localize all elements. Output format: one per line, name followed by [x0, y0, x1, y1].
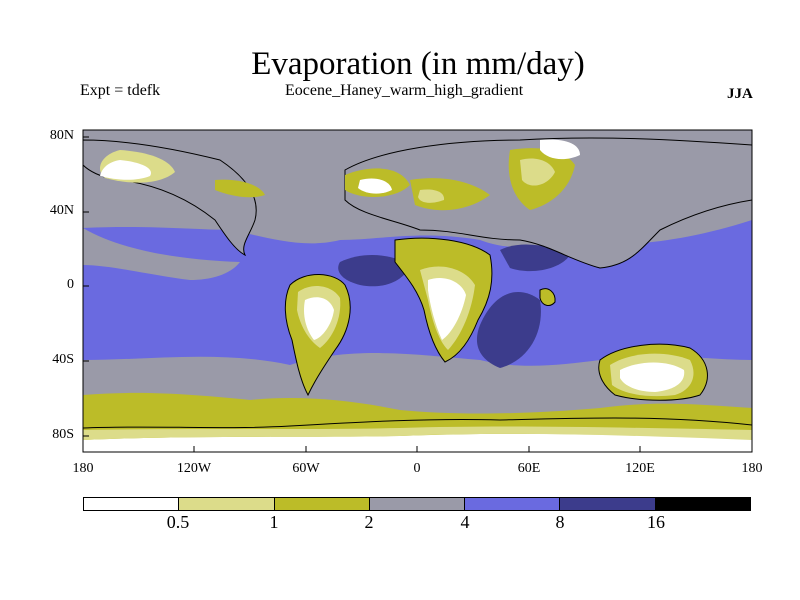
x-tick-label: 120E — [625, 461, 655, 476]
experiment-label: Expt = tdefk — [80, 82, 161, 99]
x-tick-label: 180 — [741, 461, 763, 476]
run-name-label: Eocene_Haney_warm_high_gradient — [285, 82, 524, 99]
y-tick-label: 80S — [52, 427, 74, 442]
x-tick-label: 60E — [517, 461, 541, 476]
axis-ticks — [82, 136, 753, 452]
y-tick-label: 40N — [49, 203, 74, 218]
colorbar-swatch — [84, 498, 180, 510]
colorbar-label: 1 — [269, 512, 279, 532]
tropical-atlantic-dark — [338, 254, 410, 287]
y-tick-label: 0 — [67, 277, 74, 292]
colorbar-label: 4 — [460, 512, 470, 532]
colorbar-label: 8 — [555, 512, 565, 532]
colorbar-label: 16 — [647, 512, 665, 532]
colorbar-swatch — [655, 498, 750, 510]
map-field — [83, 130, 752, 452]
season-label: JJA — [727, 86, 753, 102]
x-tick-label: 180 — [72, 461, 94, 476]
y-tick-label: 80N — [49, 128, 74, 143]
colorbar-swatch — [179, 498, 275, 510]
y-tick-label: 40S — [52, 352, 74, 367]
chart-title: Evaporation (in mm/day) — [251, 46, 585, 82]
antarctica — [83, 433, 752, 452]
colorbar-swatch — [274, 498, 370, 510]
x-tick-label: 0 — [413, 461, 421, 476]
x-tick-label: 60W — [292, 461, 320, 476]
x-tick-label: 120W — [176, 461, 212, 476]
colorbar-swatch — [369, 498, 466, 510]
colorbar — [83, 497, 751, 511]
east-pacific-grey — [83, 228, 240, 280]
colorbar-swatch — [560, 498, 656, 510]
colorbar-label: 0.5 — [166, 512, 190, 532]
colorbar-swatch — [465, 498, 561, 510]
colorbar-label: 2 — [364, 512, 374, 532]
indian-ocean-dark — [476, 292, 541, 368]
